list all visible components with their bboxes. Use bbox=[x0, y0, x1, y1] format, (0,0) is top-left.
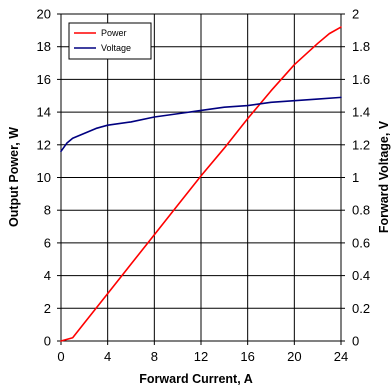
y-tick-label: 6 bbox=[44, 235, 51, 250]
y2-tick-label: 1.2 bbox=[352, 137, 370, 152]
x-tick-label: 16 bbox=[240, 349, 254, 364]
y2-tick-label: 0.6 bbox=[352, 235, 370, 250]
x-tick-label: 20 bbox=[287, 349, 301, 364]
y-tick-label: 4 bbox=[44, 268, 51, 283]
x-tick-label: 12 bbox=[194, 349, 208, 364]
y-tick-label: 10 bbox=[37, 170, 51, 185]
x-tick-label: 0 bbox=[57, 349, 64, 364]
y-tick-label: 18 bbox=[37, 39, 51, 54]
legend: Power Voltage bbox=[68, 22, 152, 60]
legend-label-power: Power bbox=[101, 28, 127, 38]
y2-tick-label: 2 bbox=[352, 7, 359, 22]
legend-label-voltage: Voltage bbox=[101, 43, 131, 53]
series-lines bbox=[60, 26, 342, 342]
y-tick-label: 12 bbox=[37, 137, 51, 152]
y2-axis-title: Forward Voltage, V bbox=[377, 120, 391, 233]
x-tick-label: 24 bbox=[334, 349, 348, 364]
y-tick-label: 16 bbox=[37, 72, 51, 87]
y2-tick-label: 1 bbox=[352, 170, 359, 185]
y-tick-label: 2 bbox=[44, 301, 51, 316]
y2-tick-label: 0 bbox=[352, 334, 359, 349]
y2-tick-label: 1.8 bbox=[352, 39, 370, 54]
x-axis-title: Forward Current, A bbox=[139, 372, 252, 386]
legend-box bbox=[68, 22, 152, 60]
y2-tick-label: 0.4 bbox=[352, 268, 370, 283]
x-tick-label: 4 bbox=[104, 349, 111, 364]
y2-tick-label: 1.4 bbox=[352, 105, 370, 120]
tick-marks bbox=[57, 13, 345, 345]
x-tick-label: 8 bbox=[151, 349, 158, 364]
grid bbox=[60, 13, 342, 342]
series-line-power bbox=[60, 26, 342, 342]
y-axis-tick-labels: 0 2 4 6 8 10 12 14 16 18 20 bbox=[37, 7, 51, 349]
y-tick-label: 14 bbox=[37, 105, 51, 120]
y2-tick-label: 0.8 bbox=[352, 203, 370, 218]
y-tick-label: 0 bbox=[44, 334, 51, 349]
y-tick-label: 20 bbox=[37, 7, 51, 22]
y-axis-title: Output Power, W bbox=[7, 127, 21, 227]
series-line-voltage bbox=[60, 96, 342, 153]
y2-tick-label: 1.6 bbox=[352, 72, 370, 87]
y2-axis-tick-labels: 0 0.2 0.4 0.6 0.8 1 1.2 1.4 1.6 1.8 2 bbox=[352, 7, 370, 349]
y-tick-label: 8 bbox=[44, 203, 51, 218]
y2-tick-label: 0.2 bbox=[352, 301, 370, 316]
x-axis-tick-labels: 0 4 8 12 16 20 24 bbox=[57, 349, 348, 364]
